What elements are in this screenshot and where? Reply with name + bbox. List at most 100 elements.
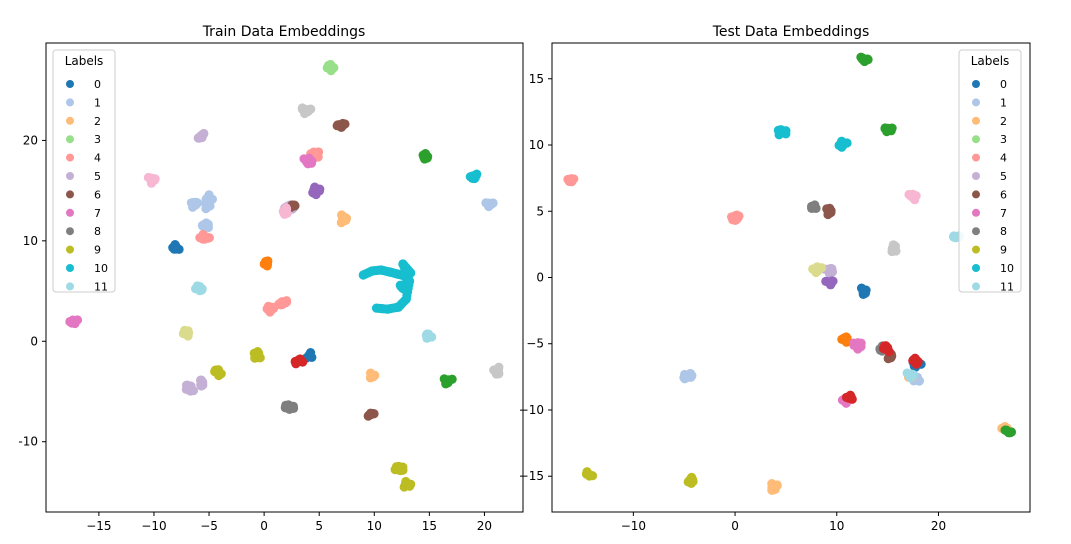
point-label-5 <box>198 378 208 388</box>
legend-label: 4 <box>94 152 101 165</box>
legend-marker <box>972 80 980 88</box>
point-label-1 <box>191 198 201 208</box>
point-label-lightgray <box>491 365 501 375</box>
legend-label: 3 <box>94 133 101 146</box>
legend-label: 6 <box>94 188 101 201</box>
point-label-4 <box>265 305 275 315</box>
point-label-green <box>1005 428 1015 438</box>
y-tick-label: −15 <box>519 469 544 483</box>
legend-marker <box>66 98 74 107</box>
point-label-11 <box>906 373 916 383</box>
legend-label: 1 <box>1000 96 1007 109</box>
legend-title: Labels <box>65 54 104 68</box>
point-label-7 <box>65 316 75 327</box>
point-label-5 <box>825 265 835 276</box>
point-label-1 <box>484 201 494 212</box>
point-label-9 <box>688 476 698 487</box>
y-tick-label: 5 <box>536 204 544 218</box>
x-tick-label: 10 <box>829 519 844 533</box>
legend-label: 10 <box>94 262 108 275</box>
point-label-pink <box>148 174 158 184</box>
legend-label: 0 <box>94 78 101 91</box>
point-label-11 <box>197 284 207 294</box>
point-label-purple <box>310 182 320 192</box>
x-tick-label: −5 <box>200 519 218 533</box>
legend-label: 10 <box>1000 262 1014 275</box>
point-label-1 <box>914 376 925 386</box>
point-label-9 <box>584 471 594 481</box>
point-label-lightgray <box>887 246 897 257</box>
legend-label: 6 <box>1000 188 1007 201</box>
point-label-9 <box>394 465 404 475</box>
y-tick-label: −10 <box>519 403 544 417</box>
point-label-red <box>883 343 893 353</box>
point-label-purple <box>825 277 835 288</box>
point-label-8 <box>288 401 299 411</box>
point-label-3 <box>325 63 335 73</box>
point-label-10 <box>834 140 844 150</box>
legend-label: 2 <box>94 115 101 128</box>
legend-label: 8 <box>1000 225 1007 238</box>
point-label-7 <box>302 156 313 167</box>
point-label-6 <box>288 201 299 211</box>
legend-marker <box>66 282 74 291</box>
point-label-red <box>291 357 301 367</box>
point-label-green <box>441 379 451 389</box>
legend-marker <box>66 116 74 125</box>
point-label-lightolive <box>178 328 189 339</box>
point-label-10 <box>371 303 382 313</box>
point-label-green <box>887 123 897 133</box>
point-label-4 <box>279 298 289 308</box>
legend-label: 7 <box>1000 207 1007 220</box>
legend-marker <box>972 135 980 144</box>
y-tick-label: −5 <box>526 337 544 351</box>
y-tick-label: 0 <box>30 334 38 348</box>
x-tick-label: −10 <box>621 519 646 533</box>
point-label-green <box>857 53 867 63</box>
point-label-10 <box>773 125 783 135</box>
point-label-0 <box>860 286 870 296</box>
legend-marker <box>972 116 980 125</box>
point-label-4 <box>567 177 577 187</box>
point-label-11 <box>425 331 435 341</box>
point-label-5 <box>193 133 203 143</box>
legend-title: Labels <box>971 54 1010 68</box>
x-tick-label: 10 <box>367 519 382 533</box>
legend-marker <box>972 190 980 199</box>
point-label-green <box>423 151 433 162</box>
point-label-2 <box>341 215 351 225</box>
point-label-1 <box>199 221 209 231</box>
point-label-6 <box>340 119 350 129</box>
legend-label: 5 <box>94 170 101 183</box>
legend-label: 8 <box>94 225 101 238</box>
point-label-9 <box>400 481 410 491</box>
y-tick-label: 0 <box>536 271 544 285</box>
point-label-orange <box>841 332 851 342</box>
axes-frame <box>551 42 1031 513</box>
legend-marker <box>66 190 74 199</box>
point-label-2 <box>767 478 777 489</box>
points-layer <box>65 59 504 492</box>
y-tick-label: 15 <box>529 72 544 86</box>
y-tick-label: 10 <box>529 138 544 152</box>
legend-marker <box>972 282 980 291</box>
legend-marker <box>66 208 74 217</box>
point-label-0 <box>170 241 180 252</box>
legend-marker <box>66 264 74 272</box>
point-label-4 <box>198 234 208 244</box>
point-label-orange <box>262 259 272 269</box>
point-label-7 <box>852 340 862 350</box>
legend-label: 9 <box>1000 244 1007 257</box>
y-tick-label: 10 <box>23 234 38 248</box>
legend-marker <box>66 227 74 236</box>
point-label-2 <box>365 373 376 383</box>
point-label-0 <box>305 350 315 360</box>
point-label-4 <box>732 214 742 224</box>
legend-marker <box>972 264 980 272</box>
legend-marker <box>66 135 74 144</box>
legend-box <box>52 49 116 293</box>
point-label-10 <box>472 169 482 179</box>
